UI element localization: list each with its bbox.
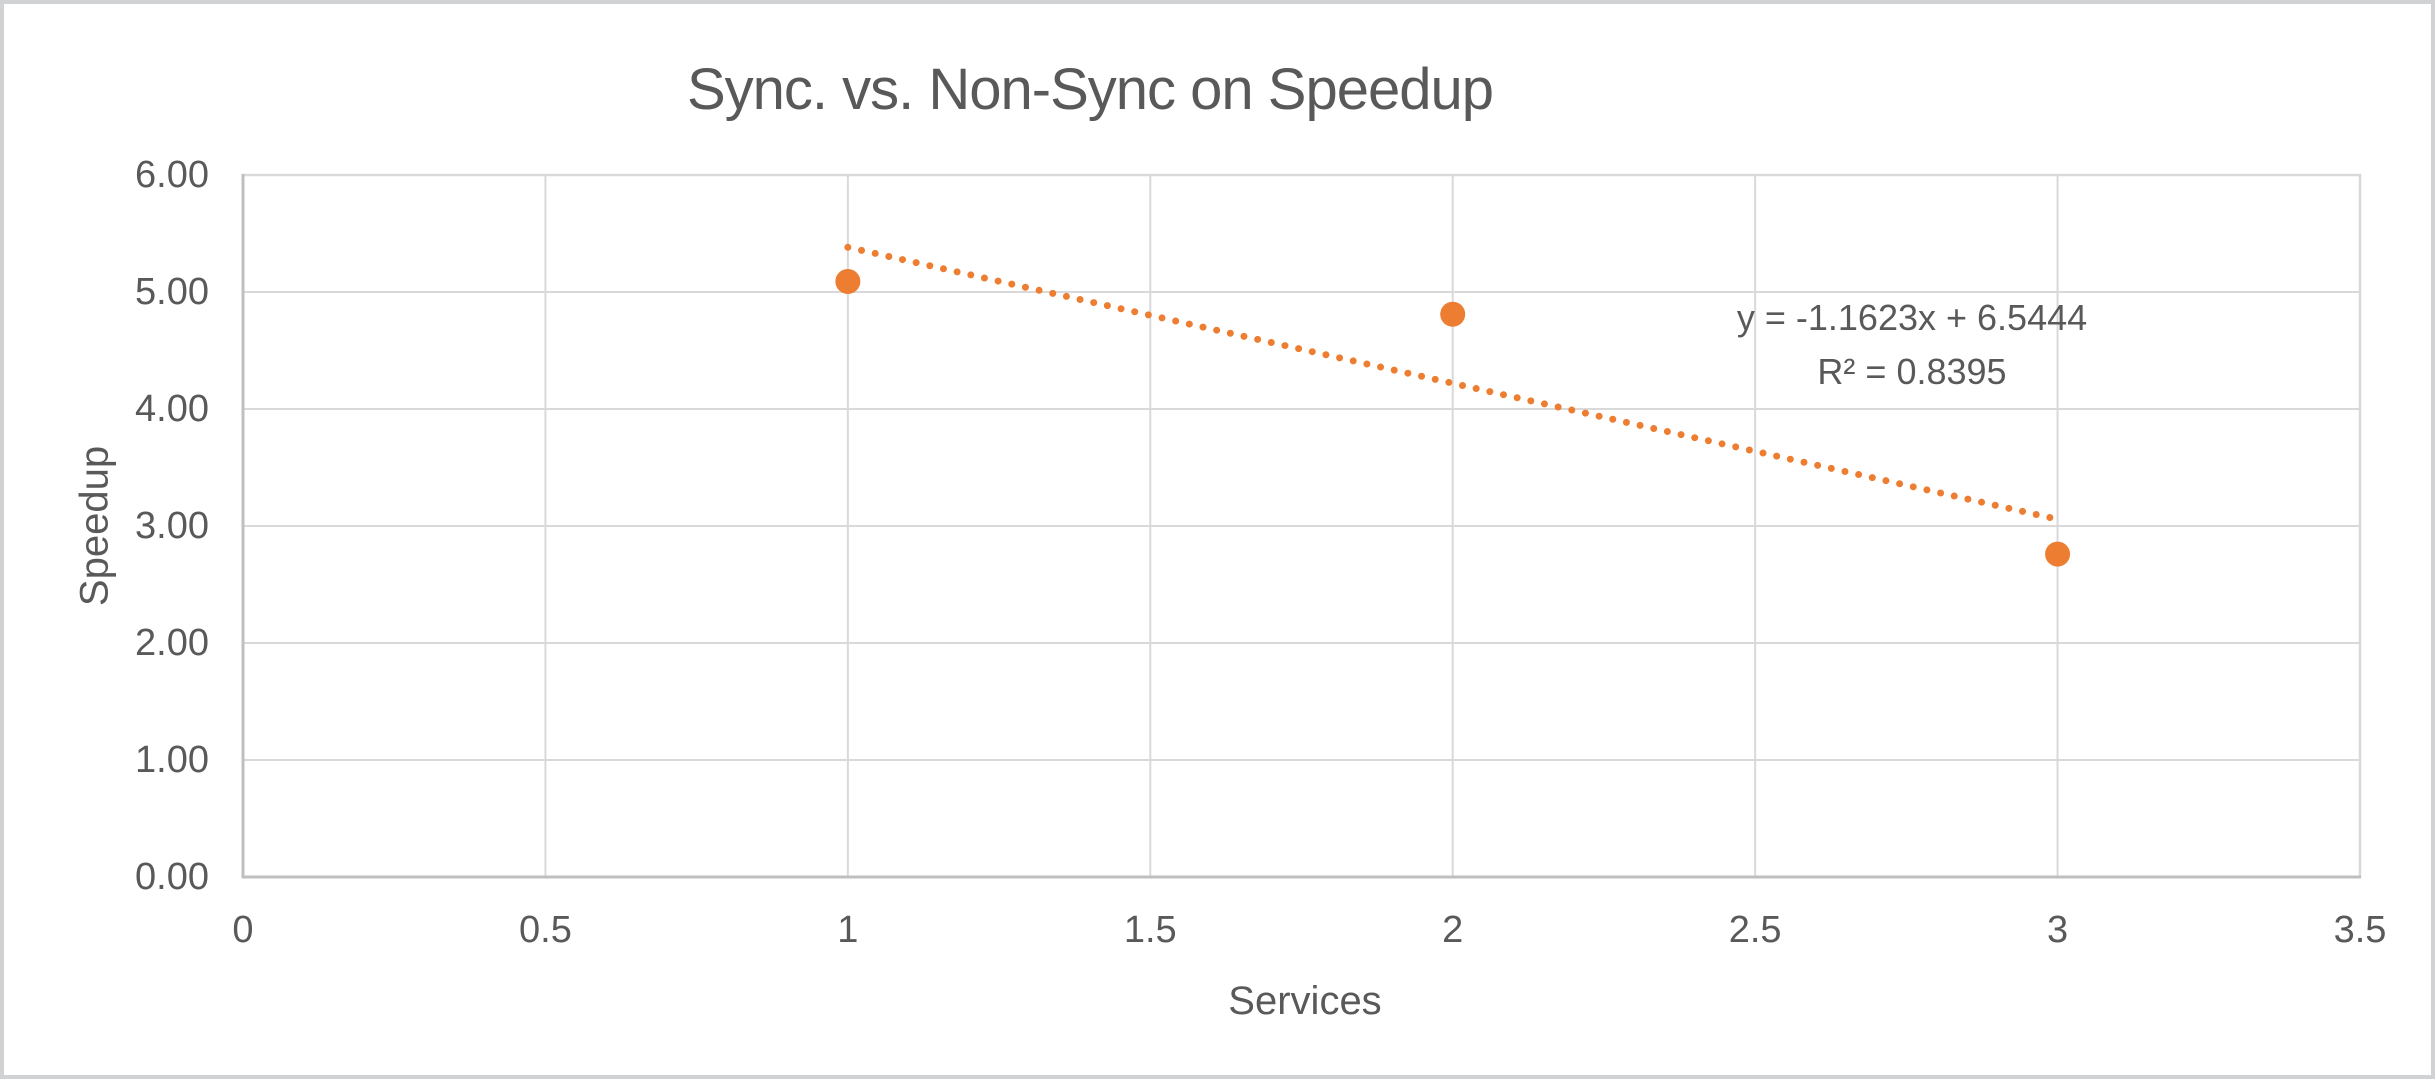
plot-area bbox=[241, 173, 2362, 879]
y-tick-label: 3.00 bbox=[135, 505, 209, 547]
y-tick-label: 6.00 bbox=[135, 154, 209, 196]
y-tick-label: 2.00 bbox=[135, 622, 209, 664]
data-point-marker bbox=[2045, 541, 2071, 567]
y-tick-label: 4.00 bbox=[135, 388, 209, 430]
x-tick-label: 2 bbox=[1442, 909, 1464, 951]
x-tick-label: 2.5 bbox=[1728, 909, 1782, 951]
trendline-r-squared: R² = 0.8395 bbox=[1817, 351, 2007, 392]
data-point-marker bbox=[835, 268, 861, 294]
x-tick-label: 3 bbox=[2046, 909, 2069, 951]
x-axis-title: Services bbox=[1228, 979, 1382, 1023]
y-tick-label: 5.00 bbox=[135, 271, 209, 313]
x-tick-label: 1 bbox=[837, 909, 859, 951]
y-tick-label: 0.00 bbox=[135, 856, 209, 898]
trendline-label: y = -1.1623x + 6.5444 R² = 0.8395 bbox=[1737, 291, 2087, 399]
trendline-equation: y = -1.1623x + 6.5444 bbox=[1736, 297, 2088, 338]
y-tick-label: 1.00 bbox=[135, 739, 209, 781]
chart-title: Sync. vs. Non-Sync on Speedup bbox=[686, 57, 1494, 122]
trendline bbox=[844, 243, 2062, 523]
x-tick-label: 1.5 bbox=[1123, 909, 1177, 951]
x-tick-label: 0 bbox=[232, 909, 254, 951]
data-point-marker bbox=[1440, 301, 1466, 327]
x-tick-label: 3.5 bbox=[2333, 909, 2387, 951]
x-tick-label: 0.5 bbox=[519, 909, 572, 951]
